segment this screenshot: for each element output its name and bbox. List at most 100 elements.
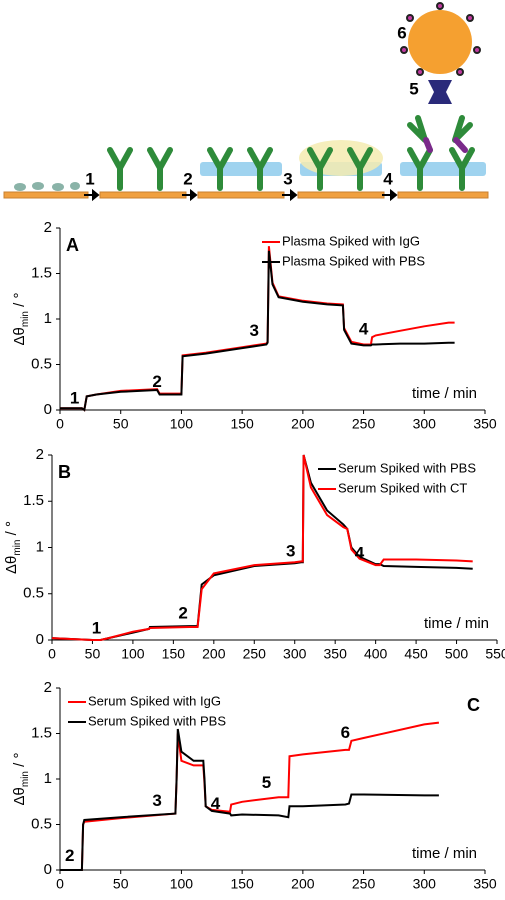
x-tick-label: 350 bbox=[473, 876, 497, 892]
x-tick-label: 150 bbox=[230, 876, 254, 892]
antibody bbox=[452, 115, 473, 143]
y-tick-label: 0.5 bbox=[31, 355, 52, 372]
step-label: 1 bbox=[85, 169, 94, 188]
legend-label: Plasma Spiked with PBS bbox=[282, 253, 425, 268]
antibody bbox=[449, 147, 475, 191]
x-tick-label: 350 bbox=[473, 416, 497, 432]
y-tick-label: 1 bbox=[44, 310, 52, 327]
protein bbox=[70, 182, 80, 190]
y-tick-label: 1.5 bbox=[23, 492, 44, 509]
x-tick-label: 50 bbox=[113, 876, 129, 892]
y-axis-label-part: / ° bbox=[11, 292, 28, 311]
ligand bbox=[416, 68, 424, 76]
secondary-probe bbox=[428, 80, 452, 104]
ligand bbox=[406, 14, 414, 22]
panel-label: A bbox=[66, 235, 79, 255]
y-axis-label-part: / ° bbox=[11, 752, 28, 771]
y-axis-label-part: / ° bbox=[3, 521, 20, 540]
annotation: 3 bbox=[286, 542, 295, 561]
antibody bbox=[147, 147, 173, 191]
arrow-head bbox=[390, 188, 398, 202]
substrate bbox=[3, 191, 89, 199]
x-tick-label: 150 bbox=[162, 646, 186, 662]
y-axis-label-part: Δθ bbox=[11, 787, 28, 805]
ligands bbox=[400, 2, 481, 76]
step-label: 4 bbox=[383, 169, 393, 188]
lipid-layer bbox=[400, 162, 486, 176]
annotation: 5 bbox=[262, 773, 271, 792]
annotation: 2 bbox=[65, 846, 74, 865]
substrate bbox=[99, 191, 187, 199]
gold-nanoparticle bbox=[408, 10, 472, 74]
x-tick-label: 0 bbox=[48, 646, 56, 662]
x-tick-label: 300 bbox=[413, 876, 437, 892]
legend-label: Serum Spiked with IgG bbox=[88, 693, 221, 708]
y-axis-label: Δθmin / ° bbox=[11, 292, 31, 345]
substrate bbox=[297, 191, 385, 199]
annotation: 2 bbox=[152, 372, 161, 391]
substrate bbox=[197, 191, 285, 199]
x-tick-label: 0 bbox=[56, 416, 64, 432]
x-tick-label: 450 bbox=[404, 646, 428, 662]
antibody bbox=[207, 147, 233, 191]
antibody bbox=[407, 115, 428, 143]
x-tick-label: 50 bbox=[85, 646, 101, 662]
legend-label: Serum Spiked with CT bbox=[338, 480, 467, 495]
x-tick-label: 300 bbox=[413, 416, 437, 432]
y-tick-label: 1.5 bbox=[31, 264, 52, 281]
legend-label: Serum Spiked with PBS bbox=[338, 460, 476, 475]
x-tick-label: 250 bbox=[352, 416, 376, 432]
antibodies bbox=[107, 115, 475, 191]
protein bbox=[52, 183, 64, 191]
annotation: 2 bbox=[178, 604, 187, 623]
y-axis-label-part: min bbox=[20, 771, 31, 787]
antigen bbox=[453, 137, 468, 153]
step-label: 2 bbox=[183, 169, 192, 188]
antibody bbox=[347, 147, 373, 191]
x-axis-label: time / min bbox=[424, 615, 489, 632]
ligand bbox=[400, 46, 408, 54]
panel-label: C bbox=[467, 695, 480, 715]
annotation: 4 bbox=[211, 794, 221, 813]
annotation: 4 bbox=[355, 543, 365, 562]
annotation: 3 bbox=[152, 791, 161, 810]
annotation: 3 bbox=[250, 321, 259, 340]
x-tick-label: 150 bbox=[230, 416, 254, 432]
ligand bbox=[436, 2, 444, 10]
panel-label: B bbox=[58, 462, 71, 482]
y-tick-label: 2 bbox=[44, 219, 52, 236]
x-tick-label: 250 bbox=[352, 876, 376, 892]
y-axis-label-part: min bbox=[20, 311, 31, 327]
y-axis-label-part: min bbox=[12, 540, 23, 556]
annotation: 1 bbox=[70, 389, 79, 408]
x-axis-label: time / min bbox=[412, 845, 477, 862]
arrow-head bbox=[92, 188, 100, 202]
y-axis-label: Δθmin / ° bbox=[11, 752, 31, 805]
lipid-layer bbox=[200, 162, 282, 176]
x-tick-label: 0 bbox=[56, 876, 64, 892]
y-tick-label: 1 bbox=[36, 538, 44, 555]
y-axis-label: Δθmin / ° bbox=[3, 521, 23, 574]
y-tick-label: 1.5 bbox=[31, 724, 52, 741]
y-tick-label: 0 bbox=[44, 861, 52, 878]
protein bbox=[32, 182, 44, 190]
arrows bbox=[84, 188, 398, 202]
y-tick-label: 1 bbox=[44, 770, 52, 787]
x-tick-label: 200 bbox=[202, 646, 226, 662]
series-line bbox=[60, 728, 439, 871]
y-tick-label: 0 bbox=[36, 631, 44, 648]
antibody bbox=[407, 147, 433, 191]
part-label: 6 bbox=[397, 23, 406, 42]
x-tick-label: 200 bbox=[291, 416, 315, 432]
chart: 0 0.5 1 1.5 2 0 50 100 150 200 250 300 350 400 450 500 5… bbox=[3, 446, 505, 662]
x-tick-label: 250 bbox=[243, 646, 267, 662]
antigen bbox=[423, 137, 433, 153]
x-tick-label: 300 bbox=[283, 646, 307, 662]
x-tick-label: 50 bbox=[113, 416, 129, 432]
x-tick-label: 100 bbox=[170, 416, 194, 432]
annotation: 4 bbox=[359, 319, 369, 338]
y-tick-label: 2 bbox=[44, 679, 52, 696]
target-antigens bbox=[423, 137, 468, 153]
